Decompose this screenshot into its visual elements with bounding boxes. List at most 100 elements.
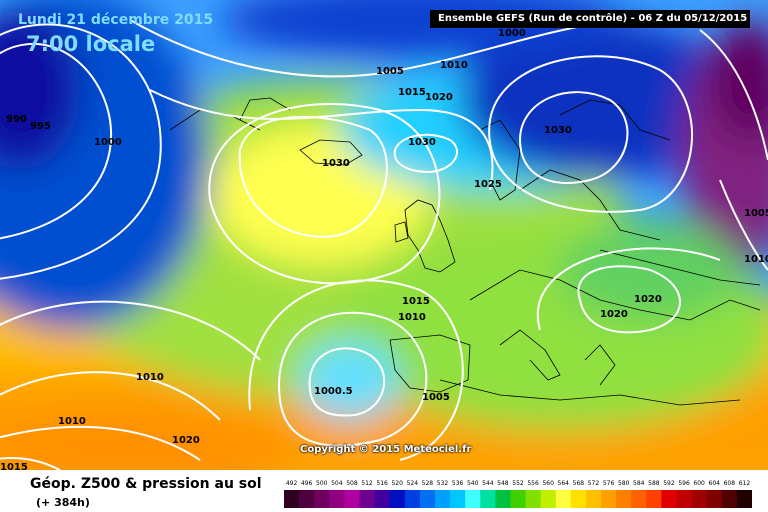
color-scale-tick-label: 584 bbox=[633, 480, 645, 487]
color-scale-swatch bbox=[721, 490, 738, 508]
color-scale-swatch bbox=[284, 490, 300, 508]
color-scale-swatch bbox=[480, 490, 496, 508]
isobar-label: 1000 bbox=[94, 137, 122, 148]
isobar-label: 1005 bbox=[744, 208, 768, 219]
forecast-date: Lundi 21 décembre 2015 bbox=[18, 12, 214, 28]
copyright-text: Copyright © 2015 Meteociel.fr bbox=[300, 444, 472, 455]
color-scale-tick-label: 592 bbox=[663, 480, 675, 487]
geopotential-map: 1000 1005 1010 1015 1020 990 995 1000 10… bbox=[0, 0, 768, 470]
color-scale-swatch bbox=[314, 490, 330, 508]
color-scale-swatch bbox=[299, 490, 315, 508]
color-scale-swatch bbox=[450, 490, 466, 508]
color-scale-swatch bbox=[389, 490, 406, 508]
isobar-label: 1015 bbox=[0, 462, 28, 470]
color-scale-swatch bbox=[329, 490, 345, 508]
isobars bbox=[0, 19, 768, 470]
color-scale-tick-label: 596 bbox=[678, 480, 690, 487]
color-scale-tick-label: 552 bbox=[512, 480, 524, 487]
color-scale-tick-label: 524 bbox=[406, 480, 419, 487]
color-scale-tick-label: 568 bbox=[572, 480, 585, 487]
color-scale-tick-label: 600 bbox=[693, 480, 705, 487]
isobar-label: 1005 bbox=[422, 392, 450, 403]
isobar-label: 1005 bbox=[376, 66, 404, 77]
color-scale-tick-label: 556 bbox=[527, 480, 539, 487]
color-scale-tick-label: 516 bbox=[376, 480, 388, 487]
color-scale-swatch bbox=[540, 490, 557, 508]
color-scale-tick-label: 496 bbox=[300, 480, 313, 487]
color-scale-swatch bbox=[419, 490, 436, 508]
color-scale-swatch bbox=[434, 490, 451, 508]
isobar-label: 1020 bbox=[425, 92, 453, 103]
isobar-label: 1025 bbox=[474, 179, 502, 190]
color-scale-tick-label: 504 bbox=[331, 480, 343, 487]
color-scale-tick-label: 532 bbox=[436, 480, 449, 487]
color-scale-swatch bbox=[555, 490, 572, 508]
isobar-label: 1030 bbox=[408, 137, 436, 148]
color-scale-tick-label: 508 bbox=[346, 480, 358, 487]
color-scale-swatch bbox=[631, 490, 647, 508]
color-scale-swatch bbox=[646, 490, 662, 508]
color-scale-swatch bbox=[374, 490, 391, 508]
color-scale bbox=[284, 490, 752, 508]
isobar-label: 1010 bbox=[136, 372, 164, 383]
color-scale-swatch bbox=[736, 490, 752, 508]
isobar-label: 1030 bbox=[322, 158, 350, 169]
isobar-label: 1020 bbox=[634, 294, 662, 305]
color-scale-tick-label: 528 bbox=[421, 480, 434, 487]
isobar-label: 1020 bbox=[172, 435, 200, 446]
color-scale-tick-label: 560 bbox=[542, 480, 554, 487]
color-scale-tick-label: 492 bbox=[285, 480, 298, 487]
isobar-label: 1010 bbox=[58, 416, 86, 427]
isobar-label: 1010 bbox=[440, 60, 468, 71]
color-scale-swatch bbox=[510, 490, 527, 508]
color-scale-tick-label: 588 bbox=[648, 480, 660, 487]
color-scale-tick-label: 548 bbox=[497, 480, 509, 487]
color-scale-tick-label: 576 bbox=[602, 480, 615, 487]
color-scale-swatch bbox=[616, 490, 632, 508]
color-scale-swatch bbox=[676, 490, 693, 508]
color-scale-swatch bbox=[344, 490, 360, 508]
color-scale-labels: 492 496 500 504 508 512 516 520 524 528 532 536 540 5… bbox=[284, 480, 752, 490]
coastlines bbox=[169, 97, 761, 406]
color-scale-swatch bbox=[465, 490, 481, 508]
color-scale-tick-label: 580 bbox=[617, 480, 630, 487]
run-info-banner: Ensemble GEFS (Run de contrôle) - 06 Z d… bbox=[430, 10, 750, 28]
isobar-labels: 1000 1005 1010 1015 1020 990 995 1000 10… bbox=[0, 28, 768, 470]
color-scale-swatch bbox=[585, 490, 602, 508]
color-scale-swatch bbox=[359, 490, 376, 508]
isobar-label: 1015 bbox=[402, 296, 430, 307]
map-title: Géop. Z500 & pression au sol bbox=[30, 476, 262, 492]
color-scale-swatch bbox=[404, 490, 421, 508]
color-scale-tick-label: 500 bbox=[316, 480, 328, 487]
color-scale-swatch bbox=[601, 490, 617, 508]
isobar-label: 1000 bbox=[498, 28, 526, 39]
color-scale-swatch bbox=[570, 490, 587, 508]
color-scale-tick-label: 536 bbox=[451, 480, 464, 487]
color-scale-tick-label: 604 bbox=[708, 480, 720, 487]
isobar-label: 1030 bbox=[544, 125, 572, 136]
color-scale-swatch bbox=[691, 490, 708, 508]
geopotential-fill bbox=[0, 0, 768, 470]
color-scale-tick-label: 564 bbox=[557, 480, 569, 487]
isobar-label: 990 bbox=[6, 114, 27, 125]
forecast-time: 7:00 locale bbox=[26, 32, 156, 56]
color-scale-tick-label: 512 bbox=[361, 480, 373, 487]
color-scale-tick-label: 520 bbox=[391, 480, 403, 487]
isobar-label: 1010 bbox=[744, 254, 768, 265]
isobar-label: 1000.5 bbox=[314, 386, 353, 397]
color-scale-swatch bbox=[706, 490, 723, 508]
isobar-label: 1010 bbox=[398, 312, 426, 323]
color-scale-swatch bbox=[495, 490, 511, 508]
isobar-label: 995 bbox=[30, 121, 51, 132]
isobar-label: 1020 bbox=[600, 309, 628, 320]
color-scale-tick-label: 572 bbox=[587, 480, 600, 487]
color-scale-swatch bbox=[525, 490, 542, 508]
color-scale-tick-label: 540 bbox=[466, 480, 479, 487]
isobar-label: 1015 bbox=[398, 87, 426, 98]
color-scale-swatch bbox=[661, 490, 678, 508]
forecast-range: (+ 384h) bbox=[36, 496, 90, 509]
color-scale-tick-label: 612 bbox=[738, 480, 751, 487]
color-scale-tick-label: 608 bbox=[723, 480, 736, 487]
color-scale-tick-label: 544 bbox=[482, 480, 494, 487]
